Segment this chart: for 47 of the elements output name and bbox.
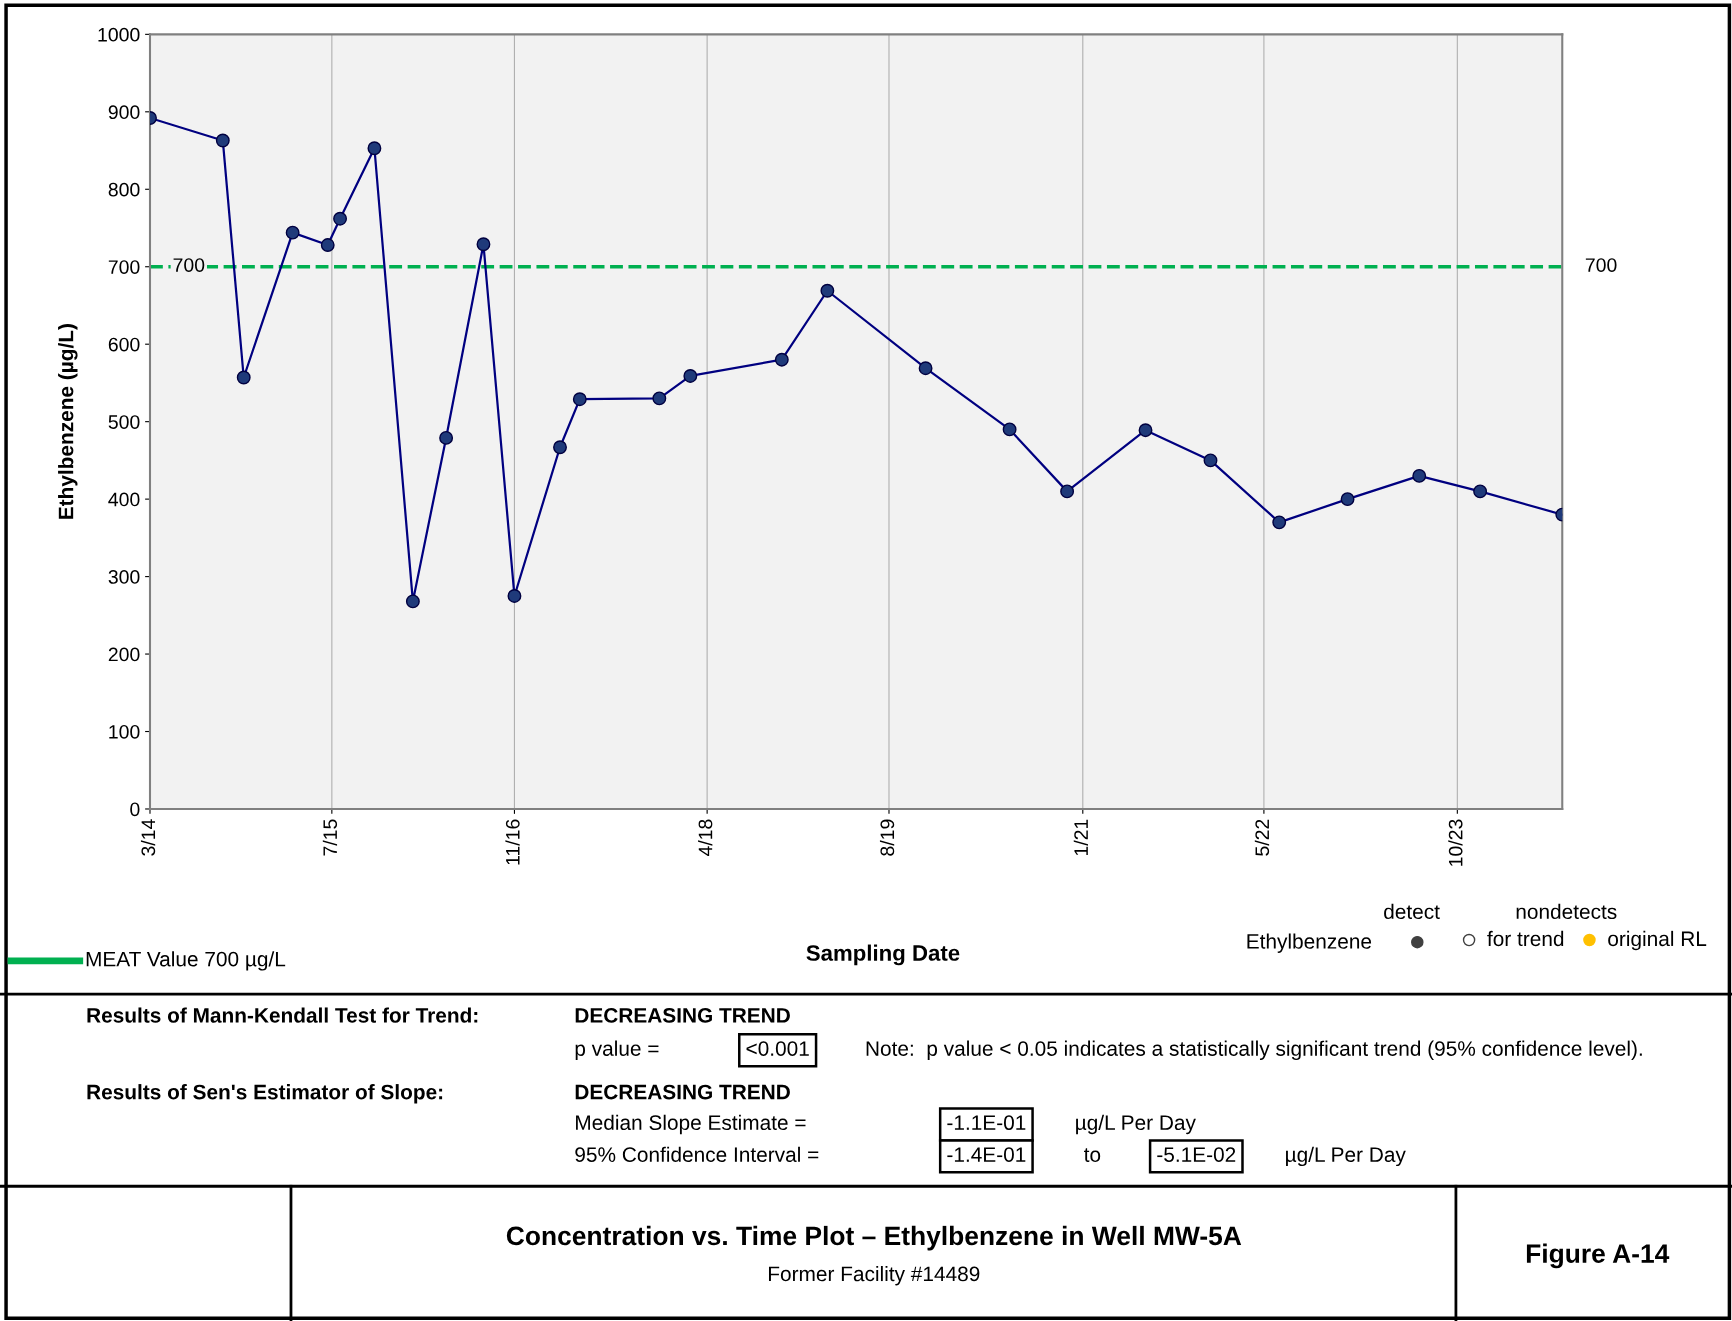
text: MEAT Value 700 µg/L (86, 951, 286, 971)
text: 95% Confidence Interval = (575, 1146, 819, 1162)
text: Former Facility #14489 (768, 1265, 980, 1286)
y-tick-label: 800 (108, 182, 140, 197)
x-tick-label: 11/16 (505, 819, 520, 865)
x-tick-label: 1/21 (1073, 819, 1089, 856)
text: Median Slope Estimate = (576, 1114, 806, 1135)
x-tick-label: 8/19 (879, 819, 895, 856)
text: -1.1E-01 (947, 1115, 1026, 1131)
text: Results of Mann-Kendall Test for Trend: (87, 1007, 478, 1023)
y-tick-label: 100 (109, 724, 140, 739)
text: -1.4E-01 (947, 1147, 1026, 1162)
y-tick-label: 400 (108, 492, 140, 507)
x-axis-title: Sampling Date (806, 944, 960, 966)
x-tick-label: 5/22 (1254, 819, 1270, 856)
y-tick-label: 0 (130, 802, 140, 817)
text: DECREASING TREND (575, 1084, 790, 1100)
text: detect (1384, 903, 1440, 920)
text: 700 (1585, 258, 1617, 272)
y-tick-label: 900 (108, 105, 140, 120)
text: Ethylbenzene (1247, 933, 1372, 953)
y-tick-label: 1000 (98, 27, 140, 42)
text: Figure A-14 (1526, 1243, 1670, 1269)
text: nondetects (1516, 903, 1617, 920)
text: µg/L Per Day (1076, 1114, 1196, 1135)
y-tick-label: 500 (108, 415, 140, 429)
text: p value = (575, 1040, 659, 1061)
text: µg/L Per Day (1286, 1146, 1406, 1167)
text: -5.1E-02 (1157, 1147, 1236, 1162)
y-axis-title: Ethylbenzene (µg/L) (58, 324, 78, 519)
x-tick-label: 7/15 (322, 819, 338, 856)
y-tick-label: 600 (108, 337, 140, 352)
x-tick-label: 4/18 (698, 819, 713, 857)
y-tick-label: 300 (108, 570, 140, 584)
ref-line-label: 700 (173, 258, 205, 272)
text: <0.001 (746, 1041, 809, 1056)
text: for trend (1487, 930, 1564, 947)
text: to (1084, 1148, 1101, 1162)
text: Concentration vs. Time Plot – Ethylbenzene in Well MW-5A (506, 1225, 1242, 1251)
text: DECREASING TREND (575, 1008, 790, 1023)
x-tick-label: 3/14 (140, 819, 156, 856)
y-tick-label: 700 (108, 260, 140, 274)
text: Results of Sen's Estimator of Slope: (87, 1084, 443, 1104)
x-tick-label: 10/23 (1448, 819, 1463, 866)
text: Note: p value < 0.05 indicates a statistically significant trend (95% confidence level). (866, 1040, 1642, 1061)
y-tick-label: 200 (108, 647, 140, 662)
text: original RL (1608, 930, 1707, 951)
